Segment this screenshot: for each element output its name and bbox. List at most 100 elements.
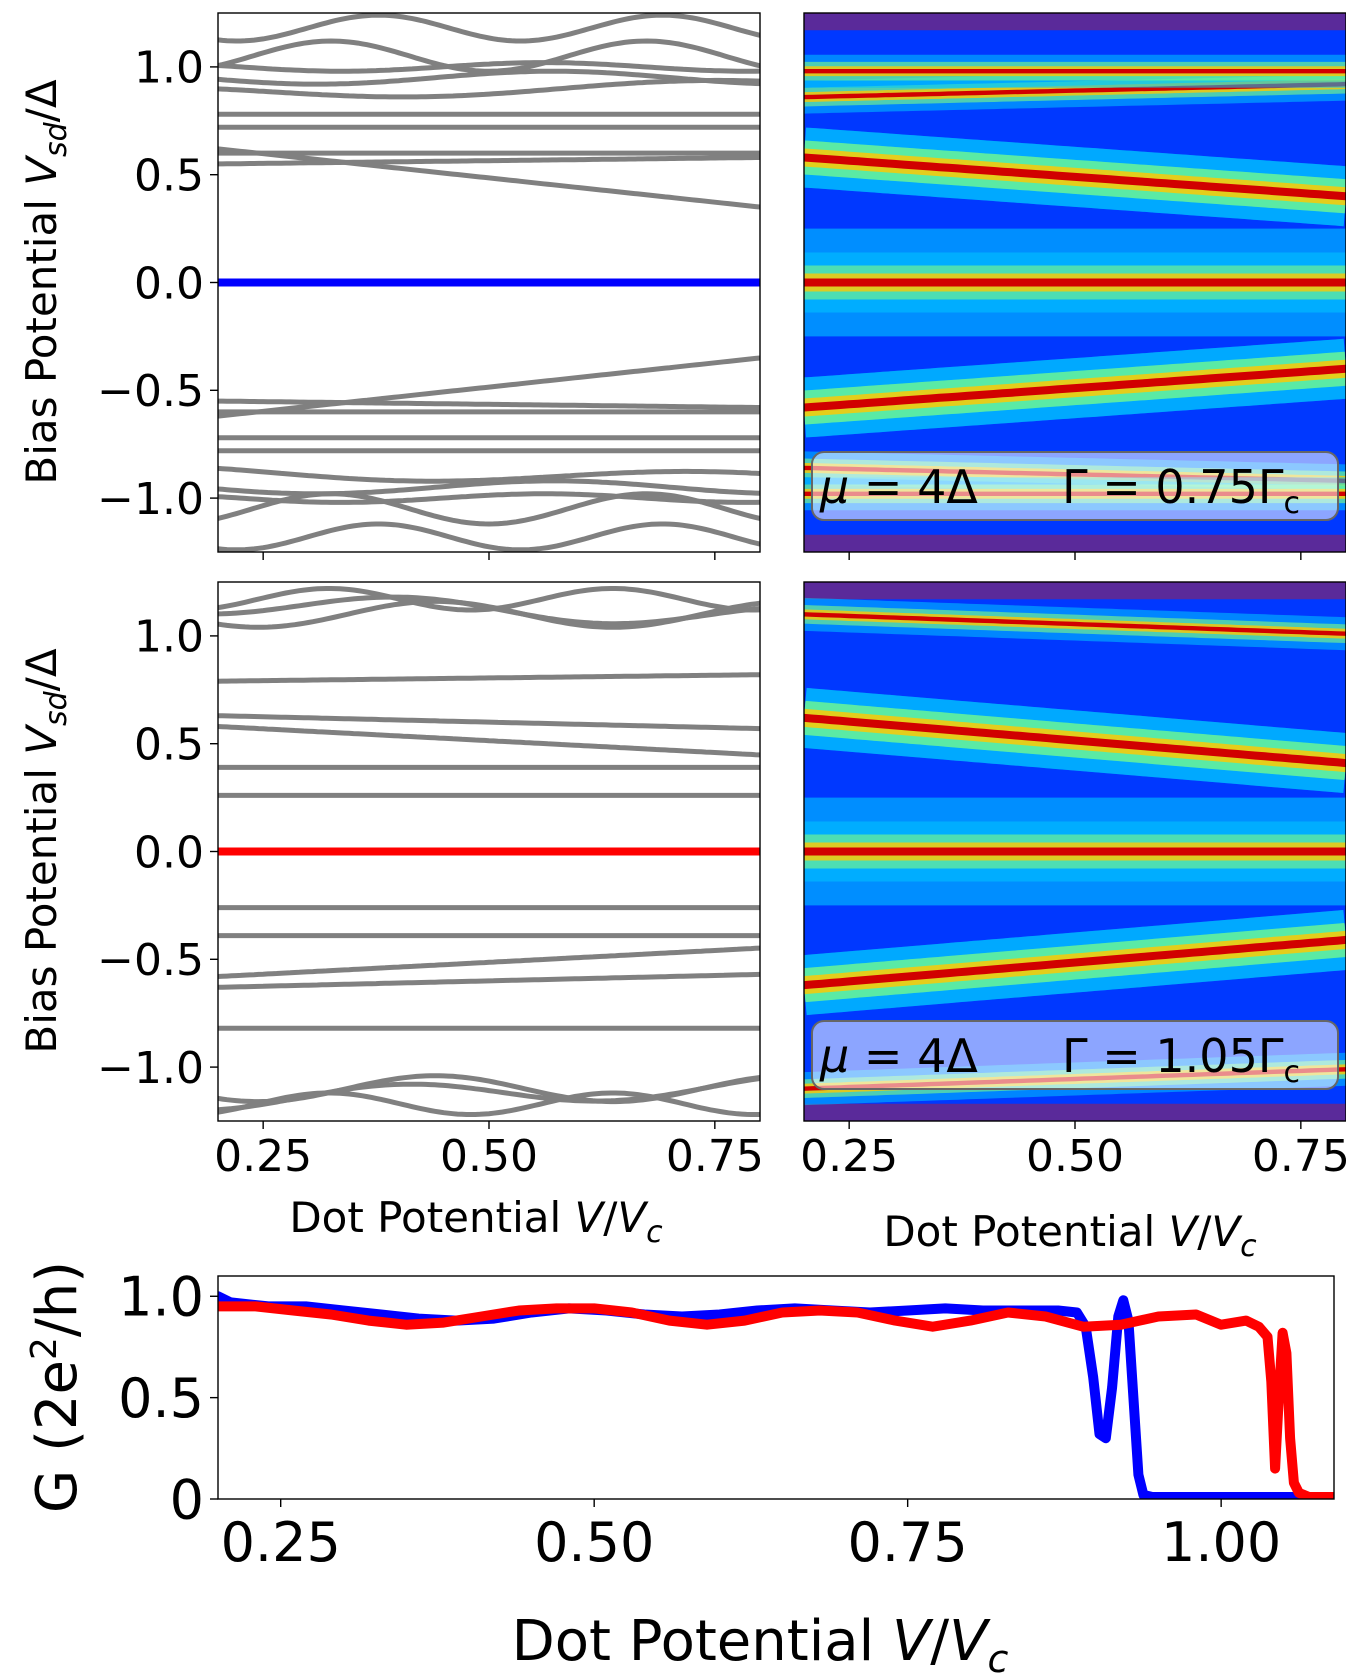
panel-b-annotation-mu-rest: = 4Δ [849,460,978,514]
panel-a-level-line-11 [218,465,760,484]
panel-c-level-line-14 [218,586,760,613]
panel-e-xlabel-mid: / [930,1609,949,1674]
panel-a-level-line-10 [218,77,760,100]
panel-a-ylabel: Bias Potential Vsd/Δ [17,79,74,484]
panel-a-level-line-0 [218,146,760,210]
panel-b-ticks [848,552,1302,560]
panel-d-xlabel-sub: c [1240,1229,1257,1264]
panel-e-ylabel-prefix: G (2e [25,1360,90,1513]
panel-d-ticks: 0.25 0.50 0.75 [800,1121,1346,1182]
panel-c-ylabel: Bias Potential Vsd/Δ [17,648,74,1053]
panel-d-frame [803,581,1346,1122]
panel-b-annotation-gamma-text: Γ = 0.75Γ [1062,460,1284,514]
panel-a-ytick-label-1: −0.5 [97,366,204,417]
panel-b-edge-band-bottom [804,534,1346,552]
panel-c-xlabel-var: V [575,1193,607,1242]
panel-b-annotation-gamma-sub: c [1283,486,1300,521]
panel-a-ylabel-prefix: Bias Potential [17,186,66,485]
panel-b-annotation-mu: μ = 4Δ [819,460,978,514]
panel-a-plot-area [218,13,760,552]
panel-d-xtick-label-0: 0.25 [800,1131,898,1182]
panel-d-heatmap: 0.25 0.50 0.75 μ = 4Δ Γ = 1.05Γc Dot Poten… [800,581,1346,1264]
panel-c-ylabel-sub: sd [39,690,74,726]
panel-e-ylabel-suffix: /h) [25,1261,90,1337]
panel-d-ridge-2-layer-3 [804,935,1346,990]
panel-c-ylabel-var: V [17,723,66,755]
panel-a-ylabel-suffix: /Δ [17,79,66,122]
panel-e-plot-area [218,1291,1334,1499]
panel-e-xtick-label-1: 0.50 [534,1511,654,1574]
panel-d-annotation-mu: μ = 4Δ [819,1029,978,1083]
panel-c-levels-chart: 0.25 0.50 0.75 −1.0 −0.5 0.0 0.5 1.0 Bias Poten… [17,581,764,1250]
panel-d-annotation-mu-rest: = 4Δ [849,1029,978,1083]
panel-c-frame [217,581,761,1122]
panel-c-ytick-label-3: 0.5 [134,720,204,771]
panel-a-ytick-label-3: 0.5 [134,151,204,202]
panel-b-frame [803,12,1346,553]
panel-e-xlabel-var2: V [949,1609,991,1674]
panel-b-annotation-box [811,451,1339,521]
panel-e-xtick-label-3: 1.00 [1161,1511,1281,1574]
panel-c-xlabel-var2: V [617,1193,649,1242]
panel-a-ytick-label-4: 1.0 [134,43,204,94]
panel-c-level-line-7 [218,971,760,990]
panel-c-xtick-label-2: 0.75 [666,1131,764,1182]
panel-d-xlabel-var: V [1169,1207,1201,1256]
panel-c-level-line-8 [218,672,760,684]
panel-e-ytick-label-2: 1.0 [118,1266,204,1329]
panel-c-xlabel-prefix: Dot Potential [289,1193,574,1242]
panel-a-level-line-14 [218,60,760,74]
panel-a-frame [217,12,761,553]
panel-c-ylabel-suffix: /Δ [17,648,66,691]
panel-c-level-line-15 [218,1090,760,1117]
panel-b-annotation-gamma: Γ = 0.75Γc [1062,460,1300,521]
panel-b-ridge-2-neg-layer-3 [804,153,1346,201]
panel-a-ylabel-var: V [17,154,66,186]
panel-d-xlabel: Dot Potential V/Vc [883,1207,1257,1264]
panel-e-ylabel: G (2e2/h) [24,1261,90,1513]
panel-b-ridge-2-layer-3 [804,364,1346,412]
panel-a-level-line-16 [218,38,760,74]
panel-b-edge-band-top [804,13,1346,31]
panel-d-ridge-3-layer-3 [804,612,1346,636]
panel-e-ytick-label-0: 0 [170,1468,204,1531]
panel-c-xlabel-sub: c [646,1215,663,1250]
panel-a-level-line-19 [218,521,760,552]
panel-a-level-line-18 [218,13,760,44]
panel-d-annotation-gamma-text: Γ = 1.05Γ [1062,1029,1284,1083]
panel-a-level-line-15 [218,491,760,505]
panel-e-ylabel-sup: 2 [24,1337,65,1360]
panel-a-ytick-label-0: −1.0 [97,474,204,525]
panel-a-ylabel-sub: sd [39,121,74,157]
panel-c-xtick-label-1: 0.50 [440,1131,538,1182]
panel-c-level-line-5 [218,945,760,979]
panel-d-xlabel-var2: V [1211,1207,1243,1256]
panel-c-ytick-label-0: −1.0 [97,1043,204,1094]
panel-a-level-line-1 [218,355,760,419]
panel-e-xlabel-prefix: Dot Potential [512,1609,892,1674]
panel-e-ticks: 0.25 0.50 0.75 1.00 0 0.5 1.0 [118,1266,1281,1574]
panel-d-annotation-gamma: Γ = 1.05Γc [1062,1029,1300,1090]
panel-c-level-line-4 [218,724,760,758]
panel-a-ticks: −1.0 −0.5 0.0 0.5 1.0 [97,43,716,560]
panel-a-level-line-13 [218,478,760,497]
panel-d-annotation-box [811,1020,1339,1090]
panel-c-ytick-label-2: 0.0 [134,827,204,878]
panel-d-xtick-label-2: 0.75 [1252,1131,1346,1182]
panel-d-annotation-gamma-sub: c [1283,1055,1300,1090]
panel-c-ytick-label-4: 1.0 [134,612,204,663]
panel-c-xlabel: Dot Potential V/Vc [289,1193,663,1250]
panel-c-xtick-label-0: 0.25 [214,1131,312,1182]
panel-c-ylabel-prefix: Bias Potential [17,755,66,1054]
panel-e-xtick-label-0: 0.25 [221,1511,341,1574]
panel-e-series-1 [218,1301,1334,1499]
panel-c-xlabel-mid: / [603,1193,618,1242]
panel-a-levels-chart: −1.0 −0.5 0.0 0.5 1.0 Bias Potential Vsd/Δ [17,12,761,560]
panel-c-ticks: 0.25 0.50 0.75 −1.0 −0.5 0.0 0.5 1.0 [97,612,764,1182]
panel-d-annotation: μ = 4Δ Γ = 1.05Γc [811,1020,1339,1090]
panel-e-frame [217,1275,1335,1500]
panel-c-ytick-label-1: −0.5 [97,935,204,986]
panel-a-ytick-label-2: 0.0 [134,258,204,309]
panel-a-level-line-5 [218,398,760,410]
panel-c-level-line-6 [218,713,760,732]
